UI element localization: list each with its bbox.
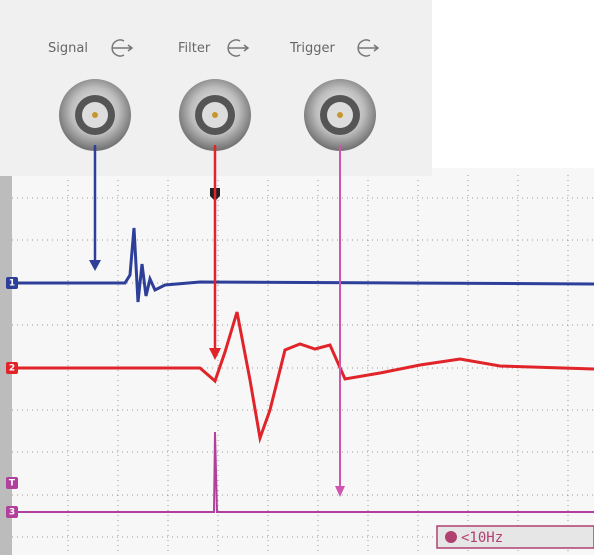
bnc-connectors <box>59 79 376 151</box>
page: 1 2 T 3 <10Hz Signal Filter Trigger (() … <box>0 0 594 555</box>
connector-label: Signal <box>48 41 88 56</box>
channel-label: 3 <box>9 508 15 518</box>
connector-label: Trigger <box>289 41 335 56</box>
composite: 1 2 T 3 <10Hz Signal Filter Trigger <box>0 0 594 555</box>
channel-label: 1 <box>9 279 15 289</box>
connector-label: Filter <box>178 41 211 56</box>
readout: <10Hz <box>461 530 503 546</box>
channel-label: T <box>9 479 16 489</box>
scope-edge <box>0 168 12 555</box>
readout-icon <box>445 531 457 543</box>
scope-screen <box>0 168 594 555</box>
channel-label: 2 <box>9 364 15 374</box>
